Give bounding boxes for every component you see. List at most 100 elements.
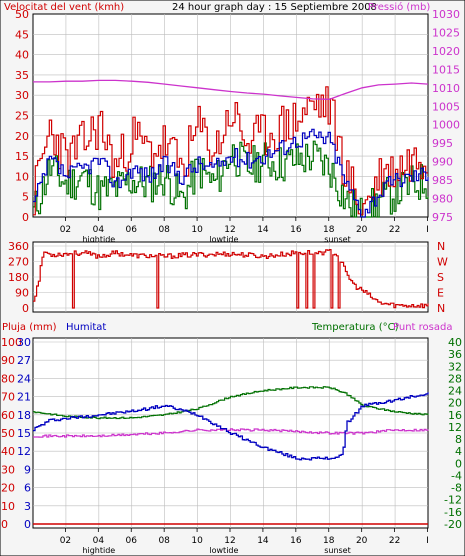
humidity-y-tick-label: 12 [17, 445, 31, 458]
compass-label: W [437, 256, 448, 269]
temperature-y-tick-label: 0 [455, 457, 462, 470]
direction-y-tick-label: 0 [22, 302, 29, 315]
wind-direction-line [33, 249, 429, 309]
humidity-line [33, 392, 429, 461]
wind-y-tick-label: 40 [15, 49, 29, 62]
rain-y-tick-label: 0 [1, 518, 8, 531]
temperature-y-tick-label: 36 [448, 348, 462, 361]
pressure-y-tick-label: 1015 [432, 63, 460, 76]
rain-y-tick-label: 90 [1, 354, 15, 367]
wind-y-tick-label: 0 [22, 211, 29, 224]
wind-y-tick-label: 35 [15, 69, 29, 82]
x-tick-label: 16 [290, 225, 302, 235]
direction-y-tick-label: 180 [8, 271, 29, 284]
temperature-y-tick-label: 40 [448, 336, 462, 349]
temperature-y-tick-label: -20 [444, 518, 462, 531]
direction-grid [33, 242, 428, 312]
x-tick-label: 02 [60, 225, 71, 235]
humidity-series [33, 386, 429, 525]
temperature-y-tick-label: -12 [444, 494, 462, 507]
humidity-y-tick-label: 18 [17, 409, 31, 422]
temperature-y-tick-label: 16 [448, 409, 462, 422]
direction-y-ticks: 0 90 180 270 360 [8, 240, 29, 315]
pressure-y-tick-label: 1005 [432, 100, 460, 113]
humidity-y-tick-label: 9 [24, 463, 31, 476]
x-tick-label: 04 [93, 225, 105, 235]
temperature-y-tick-label: -8 [451, 482, 462, 495]
wind-y-tick-label: 25 [15, 110, 29, 123]
x-tick-label: 14 [257, 225, 269, 235]
x-tick-label: 22 [389, 225, 400, 235]
direction-series [33, 249, 429, 309]
pressure-y-tick-label: 1030 [432, 8, 460, 21]
temperature-y-tick-label: 28 [448, 372, 462, 385]
humidity-y-tick-label: 15 [17, 427, 31, 440]
x-tick-label: I [426, 225, 429, 235]
event-label: lowtide [209, 235, 238, 244]
x-tick-label: 10 [191, 536, 203, 546]
direction-y-tick-label: 360 [8, 240, 29, 253]
rain-y-tick-label: 40 [1, 445, 15, 458]
x-tick-label: 18 [323, 536, 335, 546]
wind-y-tick-label: 20 [15, 130, 29, 143]
pressure-y-tick-label: 1000 [432, 119, 460, 132]
x-tick-label: 04 [93, 536, 105, 546]
compass-label: N [437, 240, 445, 253]
wind-speed-line [33, 86, 428, 216]
humidity-y-tick-label: 21 [17, 391, 31, 404]
x-tick-label: 08 [158, 225, 170, 235]
pressure-y-tick-label: 975 [432, 211, 453, 224]
compass-label: N [437, 302, 445, 315]
x-tick-label: 12 [224, 536, 235, 546]
humidity-axis-title: Humitat [66, 322, 106, 333]
compass-label: E [437, 287, 444, 300]
humidity-y-tick-label: 24 [17, 372, 31, 385]
rain-y-tick-label: 60 [1, 409, 15, 422]
temperature-y-tick-label: 12 [448, 421, 462, 434]
rain-y-tick-label: 50 [1, 427, 15, 440]
pressure-y-tick-label: 980 [432, 193, 453, 206]
wind-y-tick-label: 50 [15, 8, 29, 21]
compass-label: S [437, 271, 444, 284]
wind-series [33, 79, 429, 218]
x-tick-label: 02 [60, 536, 71, 546]
pressure-y-tick-label: 1010 [432, 82, 460, 95]
humidity-y-tick-label: 27 [17, 354, 31, 367]
x-tick-label: 16 [290, 536, 302, 546]
x-tick-label: 06 [126, 536, 138, 546]
humidity-y-tick-label: 3 [24, 500, 31, 513]
pressure-y-tick-label: 1025 [432, 26, 460, 39]
pressure-axis-title: Pressió (mb) [368, 1, 430, 13]
rain-axis-title: Pluja (mm) [2, 322, 57, 333]
temperature-y-tick-label: -4 [451, 469, 462, 482]
event-label: sunset [324, 235, 351, 244]
x-tick-label: I [426, 536, 429, 546]
humidity-y-tick-label: 0 [24, 518, 31, 531]
direction-y-tick-label: 270 [8, 256, 29, 269]
graph-title: 24 hour graph day : 15 Septiembre 2008 [172, 2, 377, 13]
x-tick-label: 18 [323, 225, 335, 235]
rain-y-tick-label: 10 [1, 500, 15, 513]
x-tick-label: 22 [389, 536, 400, 546]
direction-y-tick-label: 90 [15, 287, 29, 300]
temperature-y-tick-label: 4 [455, 445, 462, 458]
temperature-y-tick-label: 20 [448, 397, 462, 410]
wind-y-tick-label: 5 [22, 191, 29, 204]
wind-y-tick-label: 10 [15, 170, 29, 183]
rain-y-tick-label: 80 [1, 372, 15, 385]
wind-y-tick-label: 30 [15, 89, 29, 102]
rain-y-tick-label: 30 [1, 463, 15, 476]
pressure-y-tick-label: 990 [432, 156, 453, 169]
wind-axis-title: Velocitat del vent (kmh) [4, 2, 124, 13]
pressure-y-tick-label: 1020 [432, 45, 460, 58]
x-tick-label: 14 [257, 536, 269, 546]
